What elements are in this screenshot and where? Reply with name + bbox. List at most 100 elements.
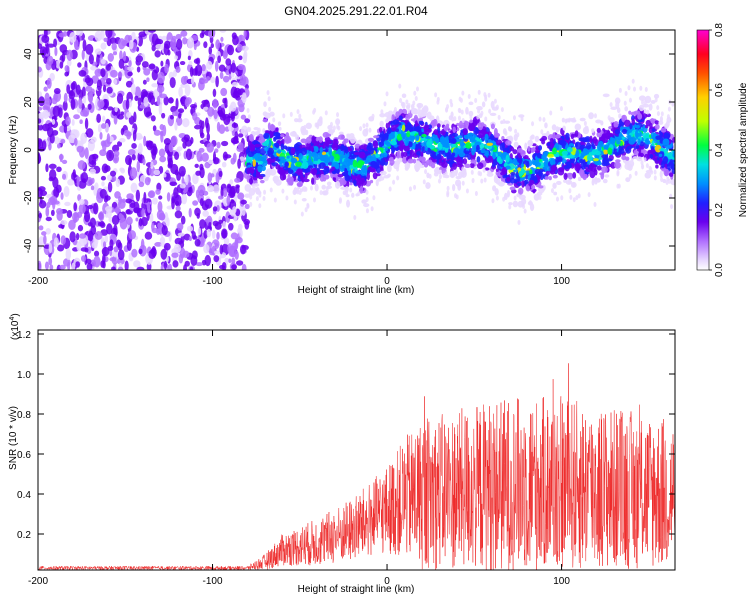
noise-cell	[199, 219, 206, 229]
noise-cell	[208, 221, 212, 232]
signal-cell	[455, 163, 462, 168]
signal-halo	[324, 110, 328, 116]
noise-cell	[237, 63, 245, 71]
signal-cell	[672, 153, 675, 158]
signal-halo	[415, 86, 419, 92]
noise-cell	[210, 43, 214, 49]
x-tick-label: 100	[553, 576, 570, 587]
signal-cell	[601, 166, 608, 173]
signal-cell	[264, 130, 271, 134]
noise-cell	[143, 135, 147, 147]
snr-scale-suffix: )	[10, 313, 21, 316]
noise-cell	[88, 154, 97, 166]
signal-cell	[567, 172, 574, 180]
signal-halo	[493, 98, 497, 104]
noise-cell	[219, 71, 224, 80]
noise-cell	[133, 260, 141, 268]
noise-cell	[90, 136, 97, 143]
signal-halo	[246, 107, 250, 113]
signal-halo	[483, 177, 487, 183]
signal-cell	[555, 126, 560, 133]
noise-cell	[47, 55, 54, 66]
signal-cell	[509, 146, 515, 152]
signal-cell	[318, 136, 323, 143]
noise-cell	[240, 125, 248, 137]
signal-cell	[500, 171, 506, 176]
noise-cell	[153, 169, 161, 176]
noise-cell	[68, 90, 76, 100]
signal-cell	[639, 141, 645, 147]
signal-halo	[383, 101, 387, 107]
noise-cell	[220, 87, 228, 97]
noise-cell	[226, 44, 235, 56]
noise-cell	[179, 61, 186, 66]
signal-cell	[343, 138, 349, 144]
signal-cell	[635, 130, 639, 138]
signal-halo	[487, 92, 491, 98]
signal-cell	[485, 150, 489, 155]
noise-cell	[161, 225, 168, 236]
signal-halo	[362, 123, 366, 129]
signal-cell	[401, 124, 406, 132]
noise-cell	[194, 238, 201, 247]
noise-cell	[152, 197, 158, 205]
signal-halo	[262, 128, 266, 134]
signal-cell	[398, 115, 403, 121]
colorbar-tick-label: 0.4	[714, 143, 725, 157]
noise-cell	[218, 219, 223, 224]
noise-cell	[105, 64, 111, 71]
signal-halo	[497, 114, 501, 120]
noise-cell	[229, 186, 236, 198]
signal-halo	[461, 90, 465, 96]
signal-cell	[454, 179, 462, 187]
signal-cell	[547, 153, 555, 158]
signal-cell	[372, 172, 378, 180]
signal-cell	[521, 180, 525, 188]
noise-cell	[72, 169, 76, 178]
signal-halo	[520, 116, 524, 122]
signal-cell	[512, 200, 519, 208]
y-tick-label: -20	[23, 190, 34, 205]
signal-halo	[542, 117, 546, 123]
signal-halo	[306, 203, 310, 209]
signal-cell	[618, 145, 622, 153]
noise-cell	[175, 116, 183, 126]
signal-cell	[502, 151, 507, 158]
noise-cell	[66, 84, 71, 94]
signal-cell	[642, 103, 650, 108]
noise-cell	[221, 229, 227, 239]
signal-cell	[392, 119, 400, 125]
noise-cell	[141, 208, 145, 219]
noise-cell	[182, 37, 188, 45]
signal-cell	[269, 111, 275, 117]
noise-cell	[151, 83, 159, 88]
signal-cell	[668, 172, 674, 177]
signal-halo	[257, 127, 261, 133]
snr-panel: -200 -100 0 100 0.2 0.4 0.6 0.8 1.0 1.2 Height of…	[8, 313, 676, 595]
signal-cell	[538, 145, 543, 151]
noise-cell	[51, 118, 56, 125]
signal-cell	[614, 128, 621, 135]
noise-cell	[151, 69, 158, 81]
noise-cell	[186, 225, 194, 232]
signal-cell	[544, 176, 550, 180]
signal-halo	[405, 99, 409, 105]
signal-cell	[552, 182, 557, 189]
noise-cell	[58, 107, 63, 118]
signal-halo	[249, 201, 253, 207]
signal-halo	[399, 98, 403, 104]
noise-cell	[38, 152, 41, 164]
signal-halo	[666, 114, 670, 120]
x-tick-label: -100	[203, 576, 223, 587]
signal-halo	[467, 94, 471, 100]
signal-cell	[450, 143, 457, 148]
noise-cell	[58, 224, 65, 229]
noise-cell	[102, 115, 106, 122]
noise-cell	[212, 184, 220, 194]
signal-cell	[527, 139, 534, 147]
noise-cell	[150, 115, 156, 122]
signal-cell	[383, 175, 390, 179]
signal-halo	[618, 87, 622, 93]
noise-cell	[153, 129, 161, 136]
signal-cell	[563, 179, 568, 183]
